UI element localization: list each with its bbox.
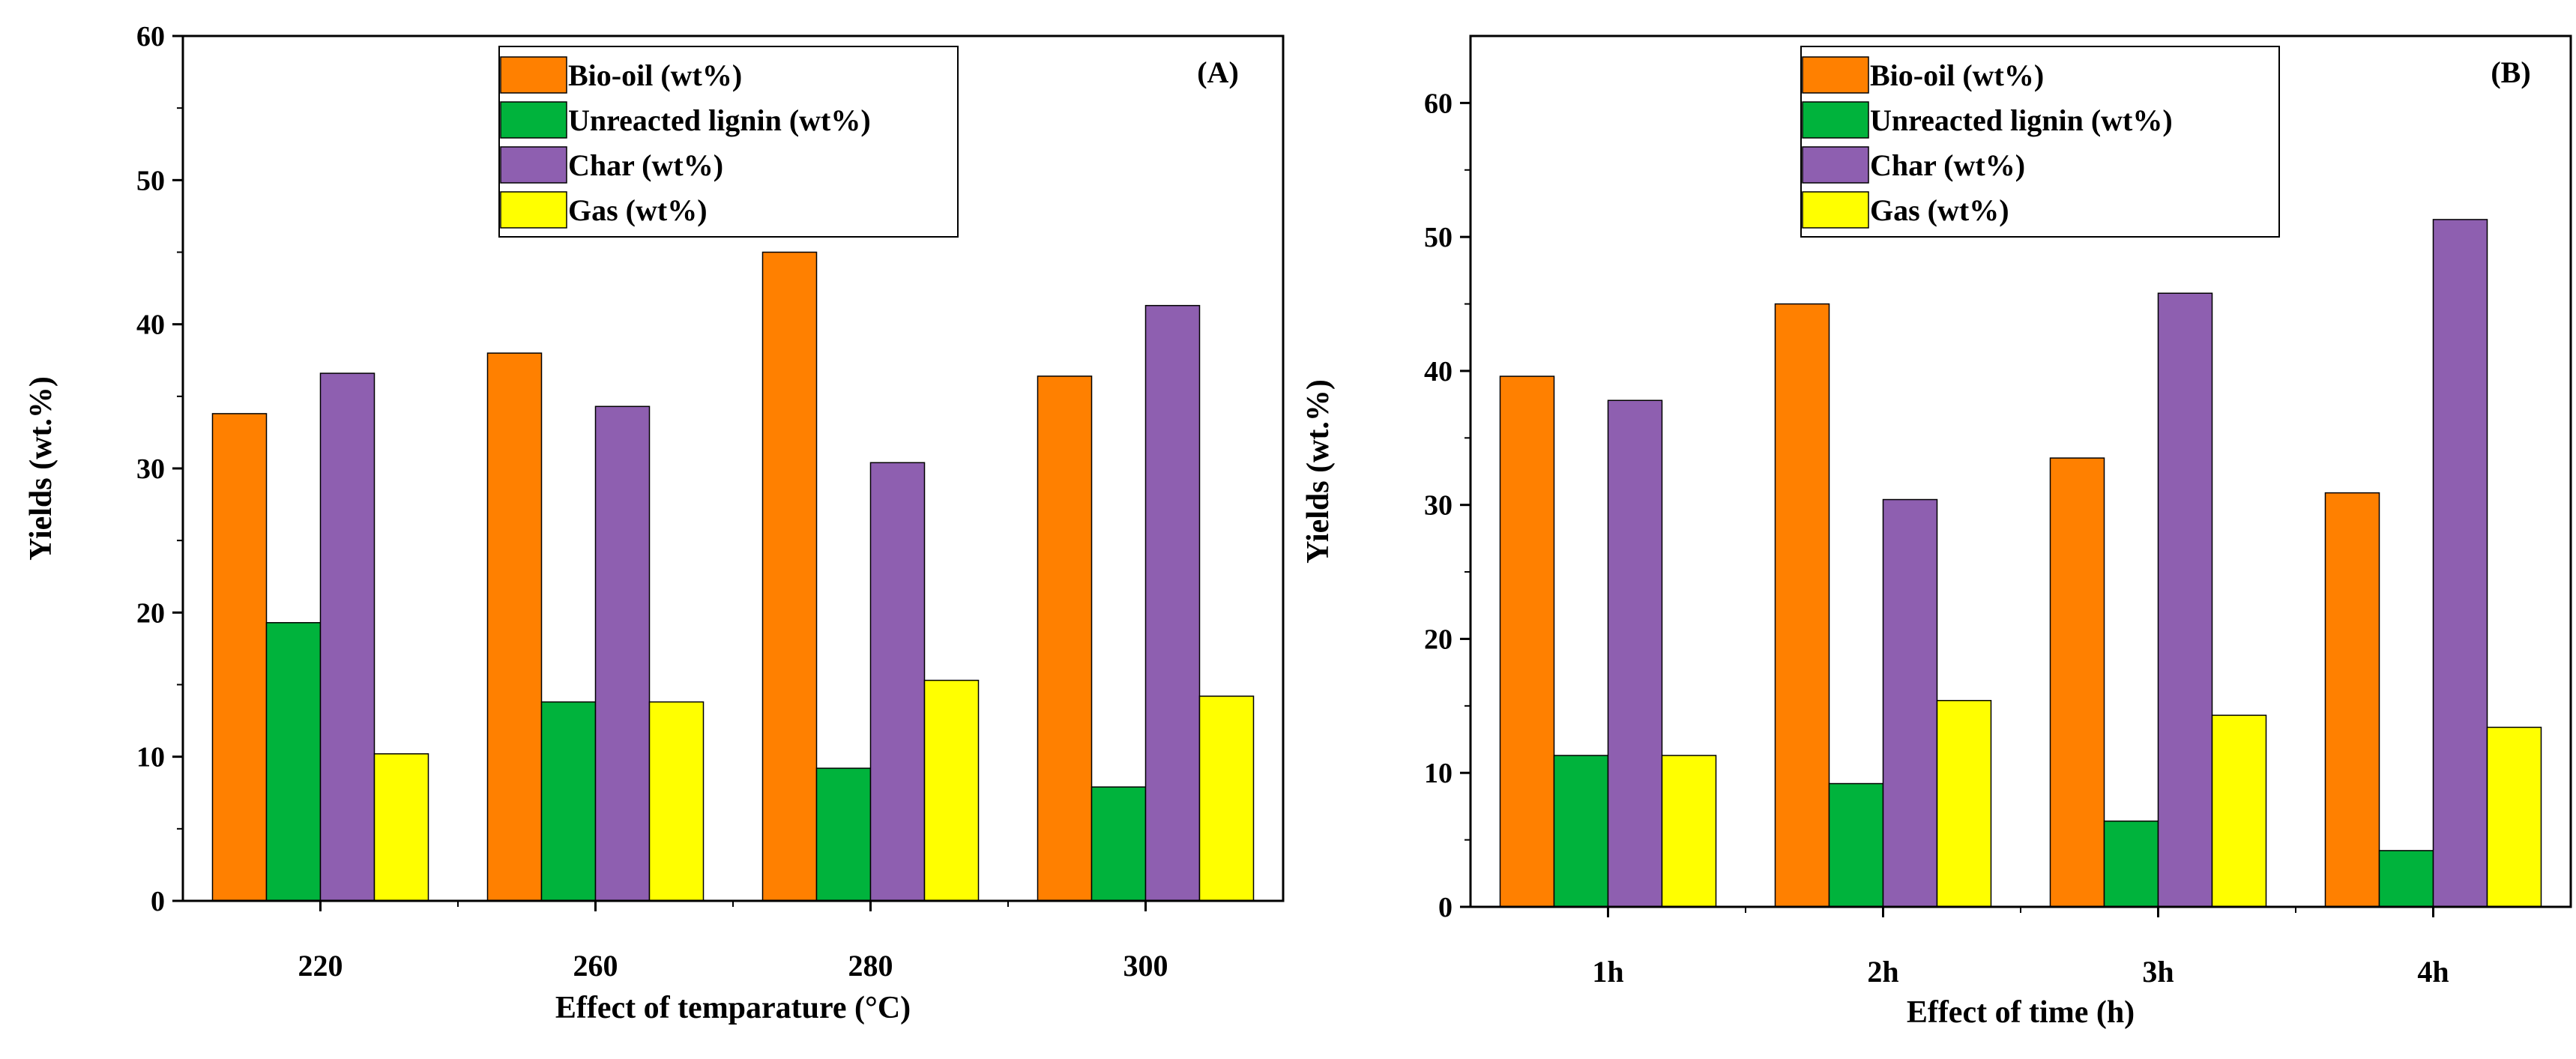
bar-gas-280 [923, 679, 980, 902]
bar-gas-4h [2486, 726, 2542, 908]
y-tick-label: 50 [136, 165, 165, 196]
y-tick-label: 50 [1424, 222, 1453, 253]
panel-b: 0 10 20 30 40 50 60 1h 2h 3h 4h Effect of time (h) Y… [1301, 34, 2572, 1030]
bar-bio-oil-220 [211, 413, 268, 902]
legend-label-unreacted-lignin: Unreacted lignin (wt%) [568, 103, 871, 137]
y-tick-label: 20 [136, 597, 165, 629]
bar-bio-oil-280 [761, 251, 818, 902]
panel-a-y-axis-label: Yields (wt.%) [24, 376, 58, 561]
panel-b-x-axis: 1h 2h 3h 4h [1592, 907, 2449, 989]
y-tick-label: 10 [1424, 758, 1453, 789]
y-tick-label: 60 [1424, 88, 1453, 119]
bar-unreacted-lignin-1h [1553, 755, 1609, 908]
bar-bio-oil-3h [2049, 457, 2105, 908]
panel-a-legend: Bio-oil (wt%) Unreacted lignin (wt%) Char … [498, 46, 959, 238]
bar-char-260 [594, 405, 651, 902]
legend-swatch-unreacted-lignin [1802, 101, 1869, 139]
panel-a-y-axis: 0 10 20 30 40 50 60 [136, 21, 183, 917]
x-tick-label: 2h [1867, 955, 1898, 989]
bar-bio-oil-260 [486, 352, 543, 902]
legend-label-unreacted-lignin: Unreacted lignin (wt%) [1870, 103, 2173, 137]
panel-b-y-axis: 0 10 20 30 40 50 60 [1424, 88, 1471, 923]
bar-char-1h [1607, 399, 1663, 908]
x-tick-label: 280 [848, 949, 893, 983]
bar-char-280 [869, 462, 926, 902]
x-tick-label: 260 [573, 949, 618, 983]
y-tick-label: 40 [1424, 356, 1453, 387]
x-tick-label: 3h [2142, 955, 2174, 989]
bar-char-220 [319, 372, 375, 902]
legend-swatch-bio-oil [500, 56, 567, 94]
y-tick-label: 0 [1438, 892, 1453, 923]
panel-b-x-axis-label: Effect of time (h) [1907, 995, 2135, 1030]
y-tick-label: 30 [136, 453, 165, 485]
bar-char-4h [2432, 219, 2488, 908]
y-tick-label: 60 [136, 21, 165, 52]
y-tick-label: 40 [136, 310, 165, 341]
legend-label-char: Char (wt%) [1870, 148, 2025, 182]
bar-bio-oil-2h [1774, 303, 1830, 908]
bar-char-3h [2157, 292, 2213, 908]
bar-unreacted-lignin-280 [815, 767, 872, 902]
legend-swatch-char [1802, 146, 1869, 184]
bar-gas-1h [1661, 755, 1717, 908]
panel-b-legend: Bio-oil (wt%) Unreacted lignin (wt%) Char … [1800, 46, 2280, 238]
bar-unreacted-lignin-2h [1828, 782, 1884, 908]
bar-bio-oil-300 [1037, 375, 1093, 902]
bar-bio-oil-4h [2324, 492, 2380, 908]
x-tick-label: 1h [1592, 955, 1623, 989]
bar-bio-oil-1h [1499, 375, 1555, 908]
bar-gas-260 [648, 701, 705, 902]
x-tick-label: 220 [298, 949, 343, 983]
bar-unreacted-lignin-220 [265, 622, 322, 902]
legend-label-char: Char (wt%) [568, 148, 723, 182]
x-tick-label: 4h [2417, 955, 2449, 989]
bar-gas-300 [1198, 696, 1255, 902]
y-tick-label: 0 [151, 886, 165, 917]
legend-label-gas: Gas (wt%) [1870, 193, 2009, 227]
legend-frame [1800, 46, 2280, 238]
bar-char-300 [1144, 304, 1201, 902]
legend-swatch-unreacted-lignin [500, 101, 567, 139]
legend-swatch-gas [1802, 191, 1869, 229]
legend-swatch-char [500, 146, 567, 184]
legend-frame [498, 46, 959, 238]
legend-label-bio-oil: Bio-oil (wt%) [1870, 58, 2044, 92]
bar-gas-3h [2211, 714, 2267, 908]
y-tick-label: 10 [136, 742, 165, 773]
y-tick-label: 20 [1424, 624, 1453, 655]
bar-gas-2h [1936, 699, 1992, 908]
bar-unreacted-lignin-300 [1091, 786, 1147, 902]
bar-gas-220 [373, 753, 429, 902]
legend-label-gas: Gas (wt%) [568, 193, 708, 227]
panel-a-bars [211, 251, 1255, 902]
y-tick-label: 30 [1424, 490, 1453, 522]
panel-a-label: (A) [1197, 55, 1239, 89]
legend-swatch-bio-oil [1802, 56, 1869, 94]
legend-swatch-gas [500, 191, 567, 229]
panel-b-y-axis-label: Yields (wt.%) [1301, 379, 1336, 564]
bar-char-2h [1882, 498, 1938, 908]
panel-b-bars [1499, 219, 2542, 908]
panel-a-x-axis: 220 260 280 300 [298, 901, 1168, 983]
bar-unreacted-lignin-4h [2378, 850, 2434, 908]
bar-unreacted-lignin-3h [2103, 820, 2159, 908]
bar-unreacted-lignin-260 [540, 701, 597, 902]
panel-b-label: (B) [2491, 55, 2530, 89]
legend-label-bio-oil: Bio-oil (wt%) [568, 58, 742, 92]
x-tick-label: 300 [1123, 949, 1168, 983]
panel-a: 0 10 20 30 40 50 60 220 260 280 300 Effect of tempa… [24, 21, 1285, 1025]
panel-a-x-axis-label: Effect of temparature (°C) [555, 991, 911, 1025]
